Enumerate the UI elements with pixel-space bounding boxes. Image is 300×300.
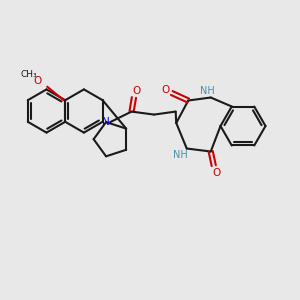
- Text: NH: NH: [173, 150, 188, 160]
- Text: O: O: [34, 76, 42, 86]
- Text: N: N: [102, 117, 110, 127]
- Text: O: O: [132, 85, 140, 96]
- Text: O: O: [212, 167, 220, 178]
- Text: CH₃: CH₃: [20, 70, 37, 79]
- Text: NH: NH: [200, 86, 214, 96]
- Text: O: O: [162, 85, 170, 95]
